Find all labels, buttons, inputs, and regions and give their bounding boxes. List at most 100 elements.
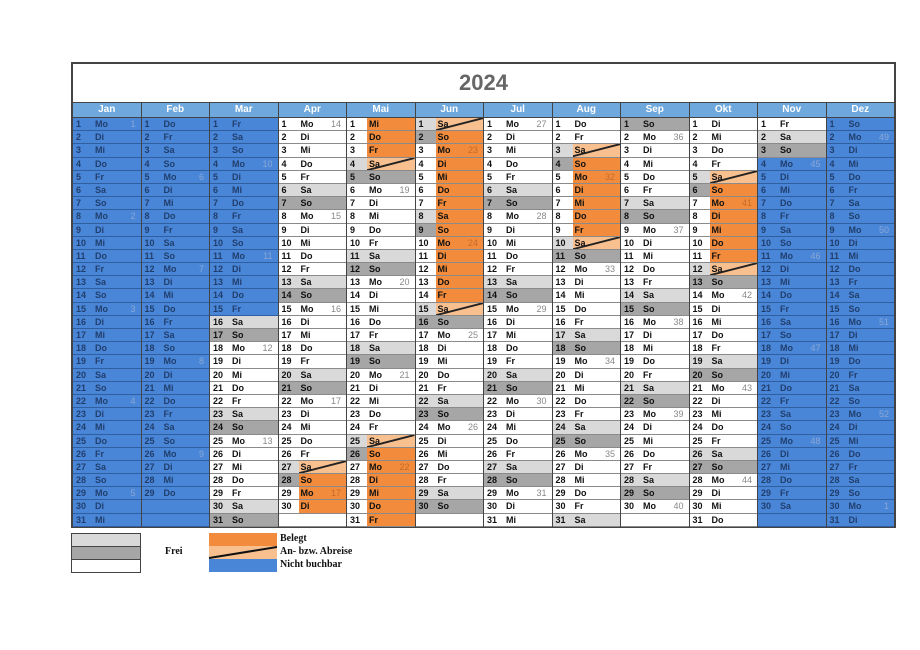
day-cell[interactable]: 9 Fr xyxy=(552,223,620,237)
day-cell[interactable]: 28 Mi xyxy=(141,474,209,488)
day-cell[interactable]: 27 Do xyxy=(415,461,483,475)
day-cell[interactable]: 9 So xyxy=(415,223,483,237)
day-cell[interactable]: 27 Di xyxy=(141,460,209,475)
day-cell[interactable]: 25 Mi xyxy=(621,435,689,448)
day-cell[interactable]: 27 Sa xyxy=(278,460,346,475)
day-cell[interactable]: 6 Di xyxy=(141,183,209,198)
day-cell[interactable]: 6 Mi xyxy=(210,183,278,198)
day-cell[interactable]: 18 So xyxy=(552,342,620,356)
day-cell[interactable]: 5 Di xyxy=(758,170,826,184)
day-cell[interactable]: 20 Sa xyxy=(278,368,346,382)
day-cell[interactable]: 13 Di xyxy=(141,276,209,290)
day-cell[interactable]: 10 Di xyxy=(826,236,894,250)
day-cell[interactable]: 28 Mo 44 xyxy=(689,474,757,488)
day-cell[interactable]: 3 Do xyxy=(689,144,757,158)
day-cell[interactable]: 12 Do xyxy=(621,263,689,277)
day-cell[interactable]: 2 Mi xyxy=(689,131,757,145)
day-cell[interactable]: 16 Mi xyxy=(689,316,757,329)
day-cell[interactable]: 1 Mo 14 xyxy=(278,118,346,132)
day-cell[interactable]: 2 Do xyxy=(347,131,415,145)
day-cell[interactable]: 5 Sa xyxy=(689,170,757,184)
day-cell[interactable]: 4 Do xyxy=(484,158,552,171)
day-cell[interactable]: 24 Di xyxy=(621,421,689,435)
day-cell[interactable]: 12 Fr xyxy=(73,263,141,277)
day-cell[interactable]: 16 Fr xyxy=(552,316,620,329)
day-cell[interactable]: 14 Mi xyxy=(141,289,209,303)
day-cell[interactable]: 8 Do xyxy=(552,210,620,224)
day-cell[interactable]: 11 Sa xyxy=(347,249,415,264)
day-cell[interactable]: 9 Sa xyxy=(210,223,278,237)
day-cell[interactable]: 1 Mi xyxy=(347,118,415,132)
day-cell[interactable]: 7 Di xyxy=(347,197,415,211)
day-cell[interactable]: 21 Mi xyxy=(552,382,620,395)
day-cell[interactable]: 12 So xyxy=(347,263,415,277)
day-cell[interactable]: 27 Mi xyxy=(210,461,278,475)
day-cell[interactable]: 29 Sa xyxy=(415,487,483,501)
day-cell[interactable]: 6 Sa xyxy=(73,183,141,198)
day-cell[interactable]: 18 Mo 47 xyxy=(758,342,826,356)
day-cell[interactable]: 17 Di xyxy=(621,329,689,343)
day-cell[interactable]: 8 So xyxy=(621,210,689,224)
day-cell[interactable]: 19 Do xyxy=(826,355,894,369)
day-cell[interactable]: 2 So xyxy=(415,131,483,145)
day-cell[interactable]: 7 Do xyxy=(758,197,826,211)
day-cell[interactable]: 29 Mo 31 xyxy=(484,487,552,501)
day-cell[interactable]: 26 Fr xyxy=(73,447,141,461)
day-cell[interactable]: 4 Do xyxy=(73,157,141,171)
day-cell[interactable]: 23 Fr xyxy=(552,408,620,422)
day-cell[interactable]: 26 Fr xyxy=(484,448,552,461)
day-cell[interactable]: 19 Mo 34 xyxy=(552,355,620,369)
day-cell[interactable]: 2 Fr xyxy=(141,131,209,145)
day-cell[interactable]: 27 Sa xyxy=(73,460,141,475)
day-cell[interactable]: 24 Mi xyxy=(484,421,552,435)
day-cell[interactable]: 31 Sa xyxy=(552,513,620,527)
day-cell[interactable]: 10 Sa xyxy=(552,236,620,250)
day-cell[interactable]: 22 Do xyxy=(552,395,620,409)
day-cell[interactable]: 18 Fr xyxy=(689,342,757,356)
day-cell[interactable]: 5 So xyxy=(347,170,415,184)
day-cell[interactable]: 25 Sa xyxy=(347,434,415,448)
day-cell[interactable]: 19 So xyxy=(347,355,415,369)
day-cell[interactable]: 20 Mi xyxy=(758,368,826,382)
day-cell[interactable]: 25 Do xyxy=(484,435,552,448)
day-cell[interactable]: 6 Do xyxy=(415,183,483,198)
day-cell[interactable]: 21 So xyxy=(484,381,552,395)
day-cell[interactable]: 17 Mi xyxy=(73,329,141,343)
day-cell[interactable]: 22 Fr xyxy=(210,395,278,409)
day-cell[interactable]: 8 So xyxy=(826,210,894,224)
day-cell[interactable]: 17 Do xyxy=(689,329,757,343)
day-cell[interactable]: 16 Do xyxy=(347,316,415,329)
day-cell[interactable]: 5 Mo 32 xyxy=(552,170,620,184)
day-cell[interactable]: 1 Di xyxy=(689,118,757,132)
day-cell[interactable]: 29 Mo 17 xyxy=(278,487,346,501)
day-cell[interactable]: 19 Di xyxy=(210,355,278,369)
day-cell[interactable]: 24 So xyxy=(758,421,826,435)
day-cell[interactable]: 7 Sa xyxy=(826,197,894,211)
day-cell[interactable]: 20 So xyxy=(689,368,757,382)
day-cell[interactable]: 23 Di xyxy=(278,408,346,422)
day-cell[interactable]: 7 Mo 41 xyxy=(689,197,757,211)
day-cell[interactable]: 13 So xyxy=(689,276,757,290)
day-cell[interactable]: 26 Sa xyxy=(689,447,757,461)
day-cell[interactable]: 17 So xyxy=(758,329,826,343)
day-cell[interactable]: 1 Mo 1 xyxy=(73,118,141,132)
day-cell[interactable]: 15 Mi xyxy=(347,303,415,316)
day-cell[interactable]: 9 Mi xyxy=(689,223,757,237)
day-cell[interactable]: 9 Mo 50 xyxy=(826,223,894,237)
day-cell[interactable]: 26 Mo 9 xyxy=(141,447,209,461)
day-cell[interactable]: 9 Di xyxy=(278,224,346,237)
day-cell[interactable]: 18 Do xyxy=(484,342,552,356)
day-cell[interactable]: 2 Sa xyxy=(210,131,278,145)
day-cell[interactable]: 16 Sa xyxy=(758,315,826,329)
day-cell[interactable]: 24 Mo 26 xyxy=(415,421,483,435)
day-cell[interactable]: 20 Mo 21 xyxy=(347,369,415,382)
day-cell[interactable]: 2 Di xyxy=(278,131,346,145)
day-cell[interactable]: 23 Mi xyxy=(689,408,757,422)
day-cell[interactable]: 18 Di xyxy=(415,342,483,356)
day-cell[interactable]: 19 Di xyxy=(758,355,826,369)
day-cell[interactable]: 31 So xyxy=(210,513,278,527)
day-cell[interactable]: 3 Di xyxy=(826,144,894,158)
day-cell[interactable]: 31 Mi xyxy=(484,514,552,527)
day-cell[interactable]: 5 Do xyxy=(621,171,689,184)
day-cell[interactable]: 12 Fr xyxy=(278,263,346,277)
